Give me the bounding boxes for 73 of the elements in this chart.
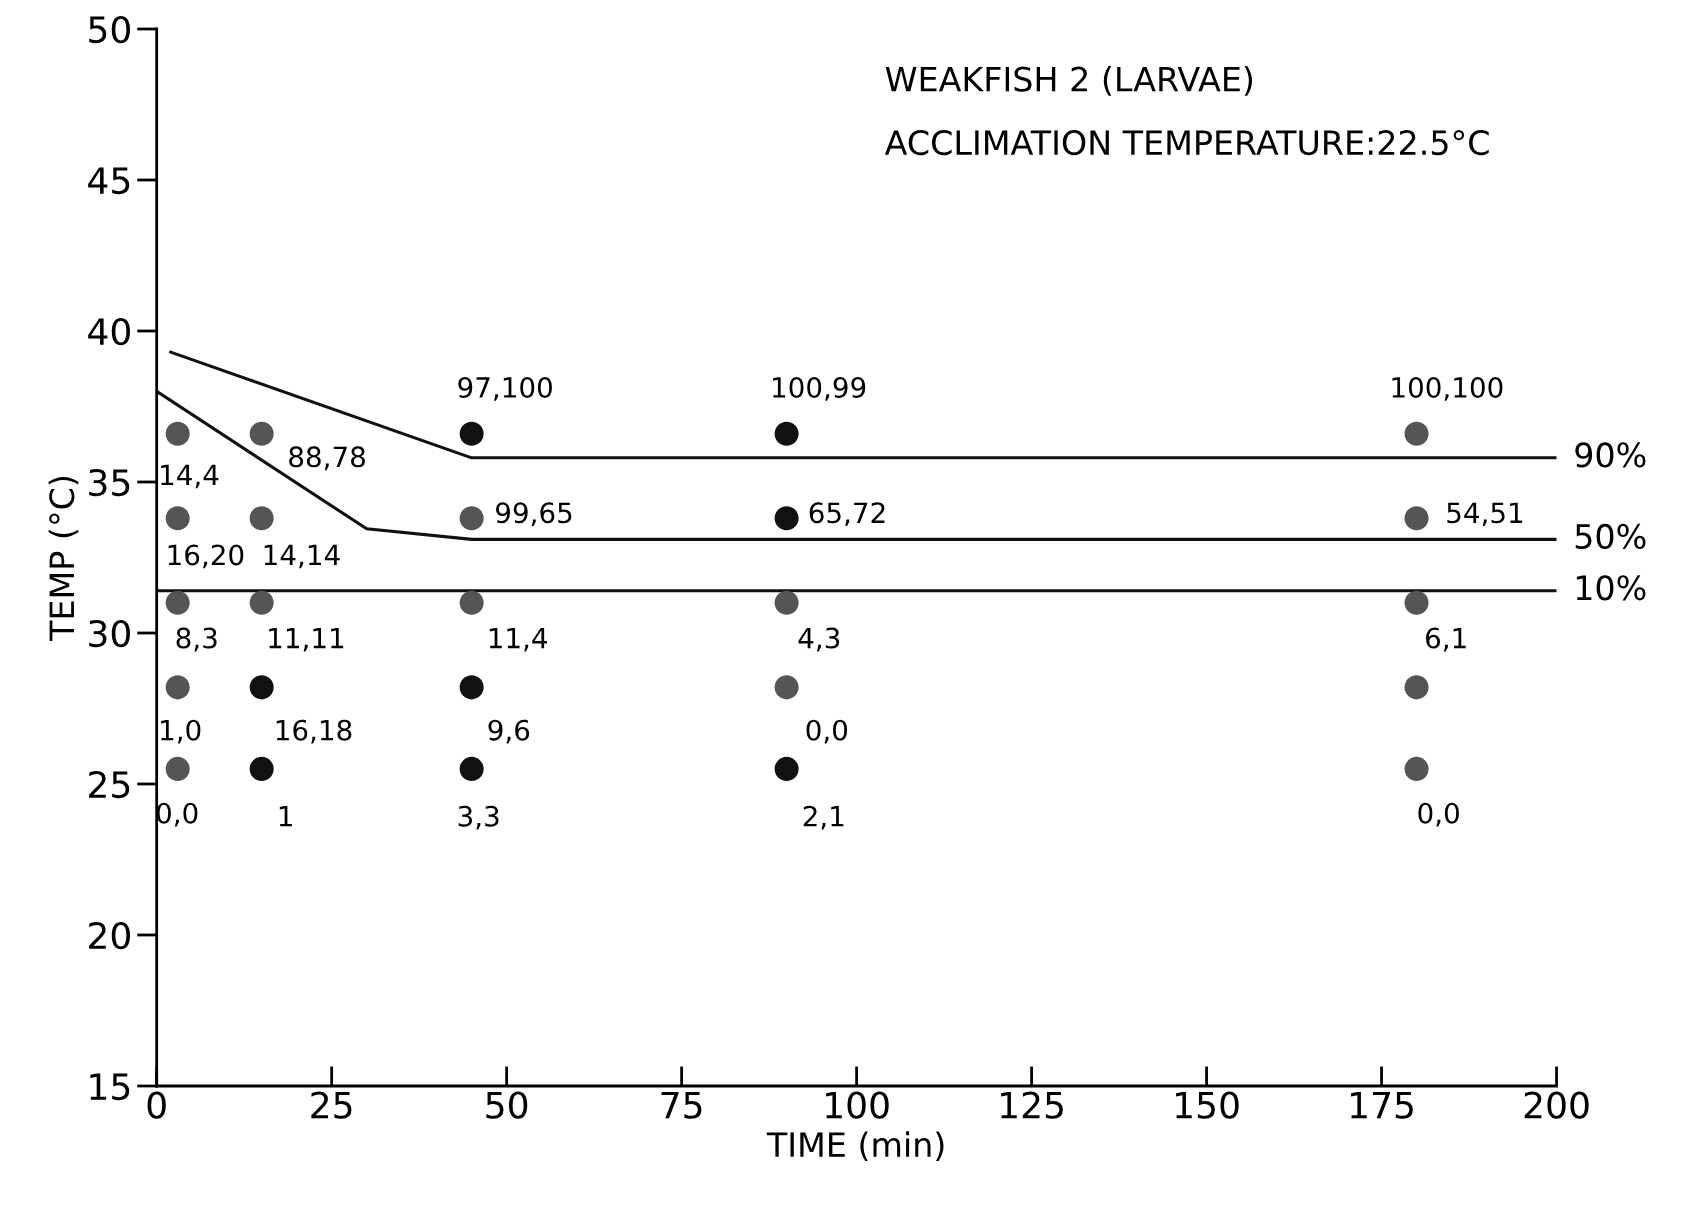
annotation: 4,3 xyxy=(798,627,840,652)
y-tick-label: 50 xyxy=(89,15,130,44)
point xyxy=(459,756,484,781)
annotation: 14,4 xyxy=(161,464,219,489)
annotation: 6,1 xyxy=(1426,627,1466,652)
point xyxy=(165,590,190,615)
text: ACCLIMATION TEMPERATURE:22.5°C xyxy=(884,130,1489,156)
y-tick-label: 45 xyxy=(88,167,130,195)
point xyxy=(459,421,484,446)
point xyxy=(774,421,799,446)
annotation: 9,6 xyxy=(488,719,530,744)
point xyxy=(459,675,484,700)
point xyxy=(774,590,799,615)
point xyxy=(165,506,190,531)
x-tick-label: 175 xyxy=(1351,1091,1413,1119)
annotation: 2,1 xyxy=(803,805,844,830)
x-tick-label: 150 xyxy=(1176,1091,1239,1119)
y-tick-label: 35 xyxy=(89,468,130,497)
annotation: 16,18 xyxy=(276,719,352,744)
annotation: 0,0 xyxy=(1418,802,1459,827)
annotation: 65,72 xyxy=(809,502,885,527)
x-tick-label: 200 xyxy=(1524,1091,1589,1119)
x-tick-label: 0 xyxy=(147,1091,166,1119)
annotation: 97,100 xyxy=(458,376,552,401)
annotation: 1 xyxy=(279,806,292,827)
annotation: 0,0 xyxy=(806,719,848,744)
point xyxy=(165,421,190,446)
y-tick-label: 15 xyxy=(90,1073,130,1101)
point xyxy=(1404,506,1429,531)
point xyxy=(249,421,274,446)
point xyxy=(249,590,274,615)
annotation: 54,51 xyxy=(1447,502,1523,527)
annotation: 8,3 xyxy=(176,627,217,652)
point xyxy=(249,675,274,700)
annotation: 100,99 xyxy=(773,376,866,401)
point xyxy=(249,506,274,531)
x-tick-label: 75 xyxy=(661,1091,702,1119)
text: WEAKFISH 2 (LARVAE) xyxy=(885,66,1253,96)
y-tick-label: 20 xyxy=(89,921,130,950)
series-label: 90% xyxy=(1575,442,1646,468)
annotation: 16,20 xyxy=(168,544,244,569)
annotation: 14,14 xyxy=(264,544,340,569)
annotation: 88,78 xyxy=(289,446,365,471)
point xyxy=(1404,421,1429,446)
x-tick-label: 25 xyxy=(311,1091,352,1119)
point xyxy=(1404,590,1429,615)
x-tick-label: 100 xyxy=(826,1091,889,1119)
x-axis-title: TIME (min) xyxy=(766,1131,944,1162)
point xyxy=(165,756,190,781)
y-tick-label: 40 xyxy=(88,317,130,346)
point xyxy=(774,675,799,700)
point xyxy=(459,506,484,531)
point xyxy=(774,756,799,781)
annotation: 1,0 xyxy=(161,719,201,744)
annotation: 99,65 xyxy=(496,502,572,527)
point xyxy=(165,675,190,700)
point xyxy=(1404,756,1429,781)
annotation: 0,0 xyxy=(156,802,198,827)
series-label: 10% xyxy=(1576,575,1646,601)
annotation: 100,100 xyxy=(1392,376,1503,401)
point xyxy=(774,506,799,531)
point xyxy=(249,756,274,781)
y-tick-label: 25 xyxy=(89,770,130,799)
y-tick-label: 30 xyxy=(89,619,130,648)
annotation: 11,4 xyxy=(489,627,548,652)
point xyxy=(1404,675,1429,700)
point xyxy=(459,590,484,615)
x-tick-label: 50 xyxy=(486,1091,528,1119)
annotation: 3,3 xyxy=(458,805,499,830)
y-axis-title: TEMP (°C) xyxy=(48,476,79,642)
x-tick-label: 125 xyxy=(1001,1091,1063,1119)
series-label: 50% xyxy=(1575,523,1646,550)
annotation: 11,11 xyxy=(269,627,344,652)
